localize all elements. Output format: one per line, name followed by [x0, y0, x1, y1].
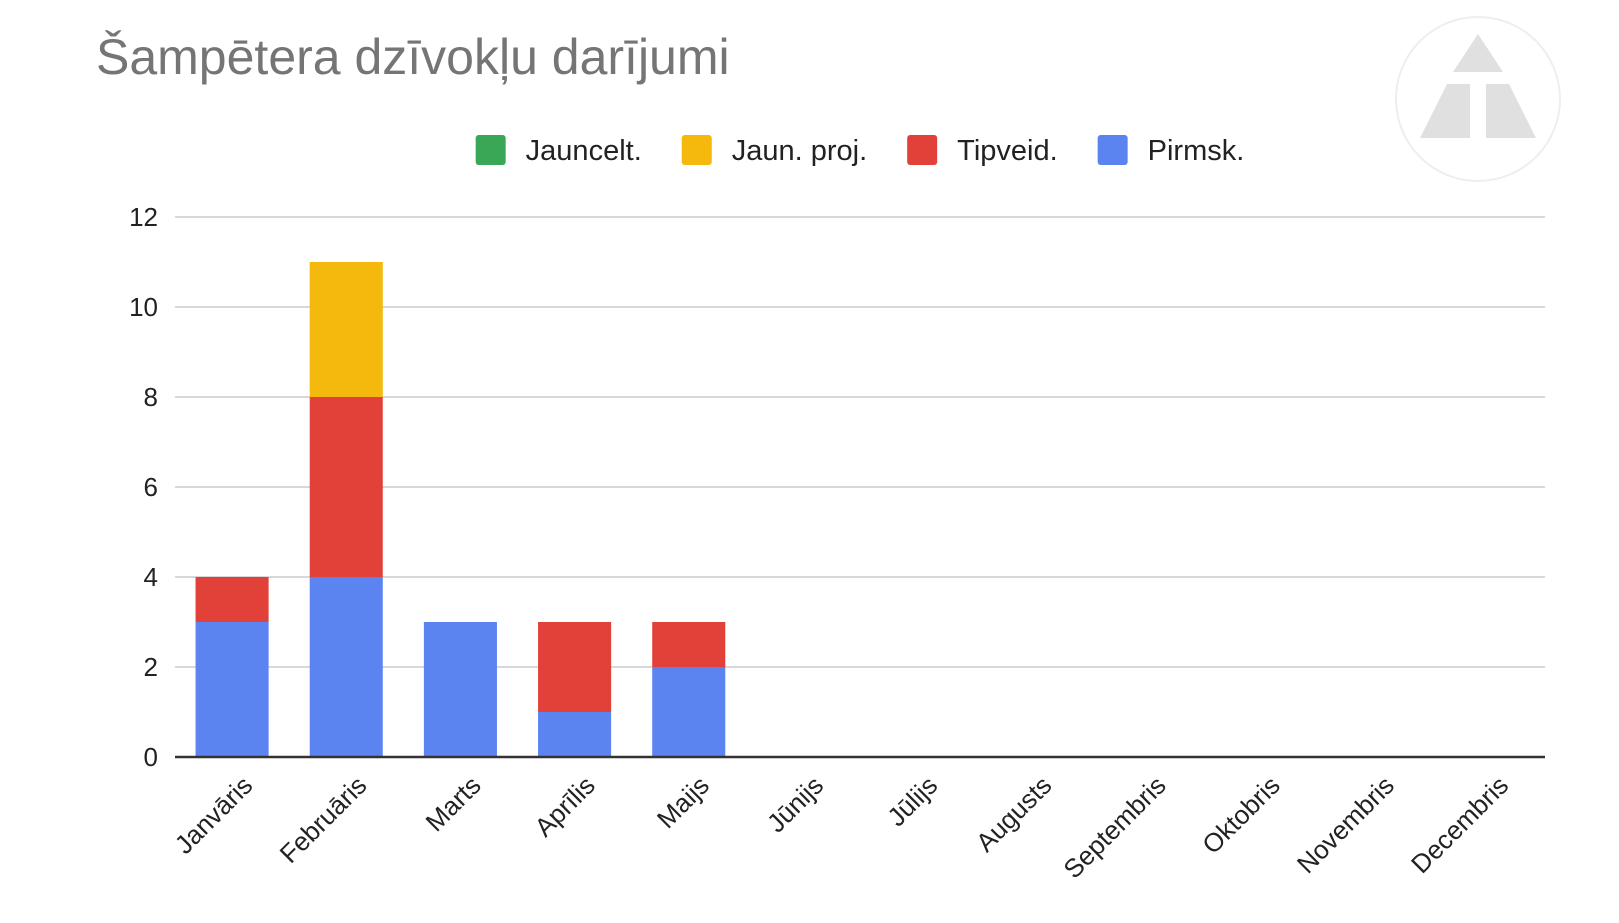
- legend-item: Tipveid.: [907, 135, 1058, 167]
- bar-segment: [538, 712, 612, 757]
- gridlines: [175, 216, 1545, 668]
- logo-circle: [1395, 16, 1561, 182]
- legend-item: Jaun. proj.: [681, 135, 867, 167]
- bar-segment: [538, 622, 612, 712]
- bar-segment: [309, 262, 383, 397]
- logo-right-shape: [1486, 84, 1536, 138]
- x-tick-label: Septembris: [1057, 770, 1171, 884]
- logo-left-shape: [1420, 84, 1470, 138]
- y-tick-label: 8: [144, 382, 158, 412]
- x-tick-label: Aprīlis: [529, 770, 601, 842]
- y-tick-label: 4: [144, 562, 158, 592]
- x-tick-label: Marts: [419, 770, 486, 837]
- x-tick-label: Jūlijs: [881, 770, 943, 832]
- x-tick-label: Oktobris: [1196, 770, 1286, 860]
- x-tick-label: Jūnijs: [761, 770, 829, 838]
- x-tick-label: Februāris: [274, 770, 373, 869]
- bar-segment: [309, 397, 383, 577]
- legend-label: Tipveid.: [957, 135, 1057, 167]
- legend-item: Pirmsk.: [1097, 135, 1245, 167]
- x-axis-tick-labels: Janvāris Februāris Marts Aprīlis Maijs Jūnijs…: [169, 770, 1515, 884]
- chart-title: Šampētera dzīvokļu darījumi: [96, 29, 730, 85]
- x-tick-label: Augusts: [970, 770, 1058, 858]
- logo-icon: [1395, 16, 1561, 182]
- legend-swatch: [475, 135, 506, 165]
- legend-swatch: [681, 135, 712, 165]
- x-tick-label: Novembris: [1291, 770, 1400, 879]
- x-tick-label: Janvāris: [169, 770, 259, 860]
- y-tick-label: 2: [144, 652, 158, 682]
- bar-segment: [195, 622, 269, 757]
- bars: [195, 262, 726, 757]
- legend: Jauncelt. Jaun. proj. Tipveid. Pirmsk.: [475, 135, 1245, 167]
- y-tick-label: 10: [129, 292, 158, 322]
- y-axis-tick-labels: 0 2 4 6 8 10 12: [129, 202, 158, 772]
- bar-segment: [652, 622, 726, 667]
- legend-label: Jaun. proj.: [732, 135, 867, 167]
- legend-swatch: [907, 135, 938, 165]
- x-tick-label: Decembris: [1405, 770, 1514, 879]
- bar-segment: [652, 667, 726, 757]
- x-tick-label: Maijs: [651, 770, 715, 834]
- y-tick-label: 0: [144, 742, 158, 772]
- y-tick-label: 6: [144, 472, 158, 502]
- legend-swatch: [1097, 135, 1128, 165]
- bar-segment: [309, 577, 383, 757]
- legend-label: Pirmsk.: [1148, 135, 1245, 167]
- logo-top-triangle: [1453, 34, 1503, 72]
- legend-item: Jauncelt.: [475, 135, 642, 167]
- legend-label: Jauncelt.: [526, 135, 642, 167]
- y-tick-label: 12: [129, 202, 158, 232]
- bar-segment: [423, 622, 497, 757]
- bar-segment: [195, 577, 269, 622]
